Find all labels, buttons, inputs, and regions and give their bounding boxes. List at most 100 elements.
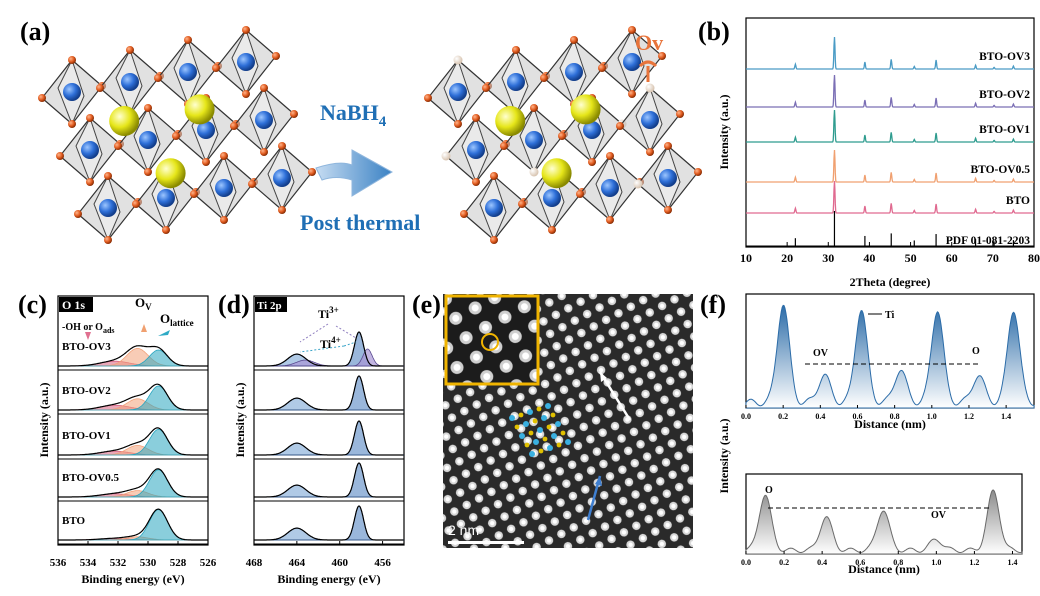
oxygen-atom	[530, 104, 538, 112]
oxygen-atom	[694, 168, 702, 176]
o1s-tag: O 1s	[62, 298, 85, 312]
oxygen-atom	[104, 236, 112, 244]
panel-d: (d) Ti 2p 468 464 460 456 Binding energy (e…	[218, 290, 405, 586]
oxygen-atom	[220, 216, 228, 224]
oxygen-atom	[184, 36, 192, 44]
ov-annotation: OV	[135, 295, 152, 312]
ti-atom	[485, 199, 503, 217]
oxygen-atom	[664, 142, 672, 150]
ads-arrow-icon	[85, 332, 91, 340]
ti-site	[545, 403, 551, 409]
ti-atom	[623, 53, 641, 71]
ti-atom	[601, 179, 619, 197]
o1s-series-label: BTO	[62, 515, 85, 527]
ba-site	[532, 418, 538, 424]
x-tick-label: 0.6	[855, 558, 865, 567]
xrd-x-ticks: 10 20 30 40 50 60 70 80	[740, 242, 1040, 265]
xrd-series-label: BTO-OV3	[979, 51, 1030, 63]
ti2p-tag: Ti 2p	[257, 300, 282, 312]
oxygen-vacancy	[633, 179, 643, 189]
xrd-series-label: BTO-OV0.5	[970, 164, 1030, 176]
xrd-series-label: BTO-OV2	[979, 89, 1030, 101]
oxygen-atom	[490, 172, 498, 180]
oxygen-atom	[248, 180, 256, 188]
oxygen-vacancy	[645, 83, 655, 93]
x-tick-label: 80	[1028, 251, 1040, 265]
x-tick-label: 0.4	[817, 558, 827, 567]
reagent-label: NaBH4	[320, 100, 387, 130]
oxygen-atom	[558, 132, 566, 140]
oxygen-atom	[676, 110, 684, 118]
oxygen-atom	[104, 172, 112, 180]
xrd-x-label: 2Theta (degree)	[850, 275, 931, 289]
panel-f-label: (f)	[700, 290, 726, 319]
vacancy-label: Ov	[635, 30, 663, 55]
ti2p-component	[254, 397, 404, 411]
x-tick-label: 528	[170, 557, 187, 569]
oxygen-atom	[570, 36, 578, 44]
oxygen-atom	[588, 158, 596, 166]
ba-atom	[155, 158, 186, 189]
oxygen-atom	[132, 200, 140, 208]
o1s-envelope	[58, 427, 208, 456]
ti-site	[527, 409, 533, 415]
oxygen-atom	[74, 210, 82, 218]
ba-site	[536, 406, 542, 412]
ti-atom	[273, 169, 291, 187]
oxygen-atom	[144, 104, 152, 112]
panel-e-label: (e)	[412, 290, 441, 319]
profile-y-label: Intensity (a.u.)	[717, 418, 731, 493]
o1s-series-label: BTO-OV2	[62, 385, 111, 397]
atom-model-overlay	[509, 403, 571, 457]
o1s-y-label: Intensity (a.u.)	[37, 382, 51, 457]
oxygen-atom	[598, 64, 606, 72]
xrd-trace	[746, 149, 1034, 183]
xrd-trace	[746, 180, 1034, 214]
oxygen-atom	[460, 210, 468, 218]
ba-site	[542, 436, 548, 442]
top-o-annotation: O	[972, 346, 980, 357]
ba-atom	[109, 106, 140, 136]
ti2p-envelope	[254, 420, 404, 456]
ti-atom	[157, 189, 175, 207]
panel-d-label: (d)	[218, 290, 250, 319]
ti4-annotation: Ti4+	[320, 335, 341, 351]
x-tick-label: 1.4	[1001, 412, 1011, 421]
x-tick-label: 50	[905, 251, 917, 265]
oxygen-atom	[424, 94, 432, 102]
ba-site	[550, 412, 556, 418]
oxygen-vacancy	[453, 55, 463, 65]
lattice-arrow-icon	[158, 330, 170, 336]
panel-a: (a) NaBH4 Post thermal Ov	[20, 17, 702, 244]
ti2p-component	[254, 462, 404, 498]
oxygen-atom	[272, 52, 280, 60]
o1s-envelope	[58, 508, 208, 541]
ba-site	[518, 412, 524, 418]
ti2p-envelope	[254, 331, 404, 367]
oxygen-atom	[308, 168, 316, 176]
x-tick-label: 60	[946, 251, 958, 265]
bottom-o-annotation: O	[765, 485, 773, 496]
treatment-label: Post thermal	[300, 210, 420, 235]
o1s-series-label: BTO-OV1	[62, 430, 111, 442]
ti-atom	[467, 141, 485, 159]
ti-atom	[565, 63, 583, 81]
oxygen-atom	[606, 152, 614, 160]
x-tick-label: 532	[110, 557, 127, 569]
o1s-envelope	[58, 468, 208, 498]
xrd-traces: BTO-OV3 BTO-OV2 BTO-OV1 BTO-OV0.5 BTO PDF 01-…	[746, 36, 1034, 247]
ti2p-y-label: Intensity (a.u.)	[233, 382, 247, 457]
x-tick-label: 0.4	[815, 412, 825, 421]
x-tick-label: 1.0	[931, 558, 941, 567]
oxygen-atom	[126, 46, 134, 54]
bottom-ov-annotation: OV	[931, 510, 947, 521]
profile-bottom	[745, 489, 1023, 555]
ov-arrow-icon	[141, 324, 147, 332]
ba-atom	[184, 94, 215, 125]
oxygen-atom	[512, 46, 520, 54]
oxygen-atom	[68, 120, 76, 128]
ba-site	[524, 442, 530, 448]
ti4-pointer-icon	[299, 341, 357, 353]
x-tick-label: 526	[200, 557, 217, 569]
ti2p-component	[254, 442, 404, 456]
